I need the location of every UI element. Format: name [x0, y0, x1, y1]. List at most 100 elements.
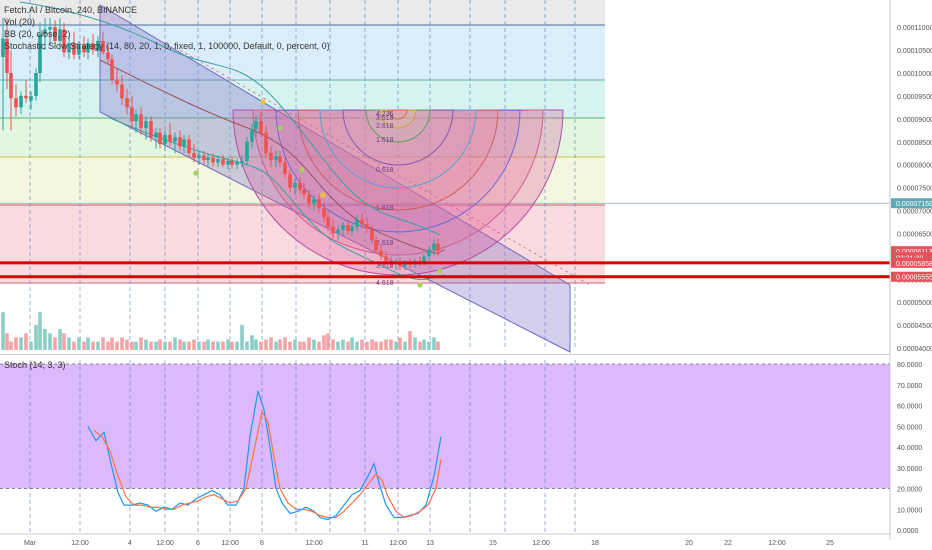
candle[interactable] — [365, 217, 369, 234]
fib-arc[interactable] — [297, 109, 499, 211]
horizontal-lines[interactable] — [0, 261, 890, 279]
candle[interactable] — [58, 18, 62, 51]
candle[interactable] — [254, 116, 258, 138]
candle[interactable] — [302, 183, 306, 200]
candle[interactable] — [370, 225, 374, 244]
strategy-marker[interactable] — [320, 192, 326, 198]
candle[interactable] — [158, 128, 162, 149]
price-tag[interactable] — [891, 198, 932, 209]
candle[interactable] — [120, 75, 124, 106]
candle[interactable] — [216, 155, 220, 167]
candle[interactable] — [5, 18, 9, 90]
price-tag[interactable] — [891, 252, 932, 263]
candle[interactable] — [355, 215, 359, 232]
price-tag[interactable] — [891, 271, 932, 282]
candle[interactable] — [259, 111, 263, 138]
candle[interactable] — [163, 130, 167, 151]
candle[interactable] — [312, 194, 316, 211]
candle[interactable] — [9, 50, 13, 131]
candle[interactable] — [307, 189, 311, 209]
candle[interactable] — [331, 219, 335, 238]
strategy-marker[interactable] — [193, 170, 199, 176]
candle[interactable] — [235, 159, 239, 170]
symbol-legend[interactable]: Fetch.AI / Bitcoin, 240, BINANCE — [4, 5, 138, 15]
candle[interactable] — [317, 194, 321, 213]
candle[interactable] — [77, 40, 81, 60]
candle[interactable] — [29, 91, 33, 110]
candle[interactable] — [206, 153, 210, 167]
fib-arc[interactable] — [275, 109, 521, 233]
candle[interactable] — [221, 154, 225, 167]
candle[interactable] — [427, 246, 431, 260]
price-tag[interactable] — [891, 246, 932, 257]
candle[interactable] — [53, 20, 57, 46]
candle[interactable] — [101, 31, 105, 55]
candle[interactable] — [110, 54, 114, 85]
candle[interactable] — [341, 221, 345, 236]
candle[interactable] — [134, 109, 138, 133]
candle[interactable] — [115, 68, 119, 92]
candle[interactable] — [202, 150, 206, 165]
stoch-legend[interactable]: Stoch (14, 3, 3) — [4, 360, 66, 370]
candle[interactable] — [432, 238, 436, 256]
fib-arc[interactable] — [342, 109, 454, 166]
candle[interactable] — [72, 31, 76, 60]
candle[interactable] — [288, 169, 292, 193]
candle[interactable] — [374, 235, 378, 255]
candle[interactable] — [106, 45, 110, 64]
candle[interactable] — [96, 36, 100, 57]
strategy-legend[interactable]: Stochastic Slow Strategy (14, 80, 20, 1,… — [4, 41, 330, 51]
candle[interactable] — [19, 91, 23, 115]
strategy-marker[interactable] — [437, 268, 443, 274]
candle[interactable] — [82, 36, 86, 57]
candle[interactable] — [125, 89, 129, 115]
candle[interactable] — [322, 202, 326, 222]
candle[interactable] — [192, 144, 196, 163]
candle[interactable] — [436, 238, 440, 257]
candlesticks[interactable] — [1, 18, 443, 288]
strategy-marker[interactable] — [277, 125, 283, 131]
candle[interactable] — [269, 146, 273, 167]
candle[interactable] — [240, 155, 244, 167]
candle[interactable] — [274, 150, 278, 167]
candle[interactable] — [278, 150, 282, 167]
candle[interactable] — [230, 156, 234, 169]
candle[interactable] — [91, 34, 95, 55]
candle[interactable] — [130, 95, 134, 128]
candle[interactable] — [139, 107, 143, 135]
candle[interactable] — [187, 134, 191, 158]
candle[interactable] — [34, 68, 38, 101]
candle[interactable] — [86, 38, 90, 60]
stoch-line-d[interactable] — [93, 410, 442, 519]
candle[interactable] — [67, 36, 71, 60]
bb-legend[interactable]: BB (20, close, 2) — [4, 29, 71, 39]
stoch-line-k[interactable] — [87, 390, 442, 521]
candle[interactable] — [379, 244, 383, 260]
candle[interactable] — [14, 84, 18, 117]
fib-arc[interactable] — [232, 109, 564, 276]
price-tag[interactable] — [891, 257, 932, 268]
candle[interactable] — [293, 178, 297, 195]
strategy-marker[interactable] — [417, 282, 423, 288]
candle[interactable] — [283, 157, 287, 179]
strategy-marker[interactable] — [260, 99, 266, 105]
candle[interactable] — [346, 219, 350, 235]
candle[interactable] — [336, 225, 340, 241]
candle[interactable] — [211, 153, 215, 167]
candle[interactable] — [38, 22, 42, 83]
candle[interactable] — [48, 18, 52, 46]
candle[interactable] — [298, 177, 302, 195]
candle[interactable] — [1, 18, 5, 131]
candle[interactable] — [62, 22, 66, 57]
candle[interactable] — [43, 18, 47, 51]
vol-legend[interactable]: Vol (20) — [4, 17, 36, 27]
candle[interactable] — [226, 157, 230, 170]
candle[interactable] — [245, 137, 249, 165]
support-line[interactable] — [0, 261, 890, 265]
chart-drawings[interactable]: 4.2363.6182.6181.6180.6181.6182.6183.618… — [99, 4, 591, 353]
candle[interactable] — [154, 128, 158, 149]
fib-arc[interactable] — [319, 109, 477, 189]
support-line[interactable] — [0, 275, 890, 279]
